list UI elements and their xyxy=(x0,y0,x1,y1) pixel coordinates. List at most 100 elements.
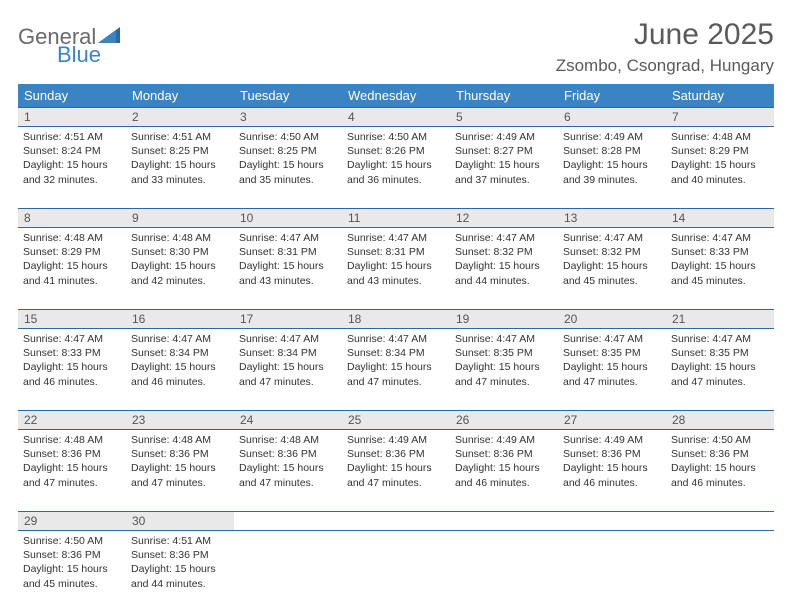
day-cell xyxy=(666,531,774,613)
day-cell: Sunrise: 4:47 AMSunset: 8:31 PMDaylight:… xyxy=(342,228,450,310)
day-cell: Sunrise: 4:47 AMSunset: 8:35 PMDaylight:… xyxy=(666,329,774,411)
sunset-line: Sunset: 8:36 PM xyxy=(347,447,445,461)
weekday-header: Friday xyxy=(558,84,666,108)
sunrise-line: Sunrise: 4:49 AM xyxy=(455,433,553,447)
daylight-line: Daylight: 15 hours and 47 minutes. xyxy=(347,461,445,489)
day-number-cell: 11 xyxy=(342,209,450,228)
sunset-line: Sunset: 8:36 PM xyxy=(671,447,769,461)
weekday-header: Wednesday xyxy=(342,84,450,108)
day-cell: Sunrise: 4:47 AMSunset: 8:34 PMDaylight:… xyxy=(126,329,234,411)
sunset-line: Sunset: 8:29 PM xyxy=(671,144,769,158)
day-number-cell: 22 xyxy=(18,411,126,430)
day-number-cell: 14 xyxy=(666,209,774,228)
day-cell: Sunrise: 4:47 AMSunset: 8:34 PMDaylight:… xyxy=(342,329,450,411)
sunset-line: Sunset: 8:33 PM xyxy=(671,245,769,259)
sunrise-line: Sunrise: 4:49 AM xyxy=(347,433,445,447)
daylight-line: Daylight: 15 hours and 44 minutes. xyxy=(455,259,553,287)
sunrise-line: Sunrise: 4:47 AM xyxy=(671,231,769,245)
week-row: Sunrise: 4:48 AMSunset: 8:36 PMDaylight:… xyxy=(18,430,774,512)
weekday-header: Monday xyxy=(126,84,234,108)
sunrise-line: Sunrise: 4:47 AM xyxy=(347,231,445,245)
daylight-line: Daylight: 15 hours and 46 minutes. xyxy=(23,360,121,388)
day-cell: Sunrise: 4:47 AMSunset: 8:31 PMDaylight:… xyxy=(234,228,342,310)
day-cell: Sunrise: 4:48 AMSunset: 8:36 PMDaylight:… xyxy=(234,430,342,512)
daylight-line: Daylight: 15 hours and 40 minutes. xyxy=(671,158,769,186)
daylight-line: Daylight: 15 hours and 47 minutes. xyxy=(23,461,121,489)
day-number-cell: 30 xyxy=(126,512,234,531)
day-number-cell: 6 xyxy=(558,108,666,127)
day-number-cell: 26 xyxy=(450,411,558,430)
sunset-line: Sunset: 8:35 PM xyxy=(455,346,553,360)
week-row: Sunrise: 4:48 AMSunset: 8:29 PMDaylight:… xyxy=(18,228,774,310)
sunrise-line: Sunrise: 4:51 AM xyxy=(23,130,121,144)
day-number-cell: 12 xyxy=(450,209,558,228)
daylight-line: Daylight: 15 hours and 43 minutes. xyxy=(347,259,445,287)
sunrise-line: Sunrise: 4:48 AM xyxy=(671,130,769,144)
day-number-cell: 7 xyxy=(666,108,774,127)
sunrise-line: Sunrise: 4:47 AM xyxy=(455,332,553,346)
weekday-header: Thursday xyxy=(450,84,558,108)
sunset-line: Sunset: 8:29 PM xyxy=(23,245,121,259)
sunrise-line: Sunrise: 4:48 AM xyxy=(131,231,229,245)
day-cell xyxy=(342,531,450,613)
sunrise-line: Sunrise: 4:47 AM xyxy=(23,332,121,346)
day-number-cell: 16 xyxy=(126,310,234,329)
day-number-cell xyxy=(558,512,666,531)
daylight-line: Daylight: 15 hours and 39 minutes. xyxy=(563,158,661,186)
sunrise-line: Sunrise: 4:47 AM xyxy=(455,231,553,245)
day-number-cell: 9 xyxy=(126,209,234,228)
daylight-line: Daylight: 15 hours and 46 minutes. xyxy=(563,461,661,489)
day-number-cell: 13 xyxy=(558,209,666,228)
day-cell: Sunrise: 4:49 AMSunset: 8:36 PMDaylight:… xyxy=(558,430,666,512)
weekday-header-row: Sunday Monday Tuesday Wednesday Thursday… xyxy=(18,84,774,108)
daylight-line: Daylight: 15 hours and 41 minutes. xyxy=(23,259,121,287)
daylight-line: Daylight: 15 hours and 43 minutes. xyxy=(239,259,337,287)
sunrise-line: Sunrise: 4:47 AM xyxy=(131,332,229,346)
sunset-line: Sunset: 8:36 PM xyxy=(563,447,661,461)
day-number-cell: 8 xyxy=(18,209,126,228)
day-cell: Sunrise: 4:48 AMSunset: 8:30 PMDaylight:… xyxy=(126,228,234,310)
daylight-line: Daylight: 15 hours and 32 minutes. xyxy=(23,158,121,186)
day-number-cell: 24 xyxy=(234,411,342,430)
sunrise-line: Sunrise: 4:49 AM xyxy=(563,433,661,447)
week-row: Sunrise: 4:51 AMSunset: 8:24 PMDaylight:… xyxy=(18,127,774,209)
daylight-line: Daylight: 15 hours and 42 minutes. xyxy=(131,259,229,287)
daylight-line: Daylight: 15 hours and 47 minutes. xyxy=(239,461,337,489)
sunrise-line: Sunrise: 4:48 AM xyxy=(131,433,229,447)
day-cell: Sunrise: 4:51 AMSunset: 8:25 PMDaylight:… xyxy=(126,127,234,209)
day-cell: Sunrise: 4:49 AMSunset: 8:36 PMDaylight:… xyxy=(450,430,558,512)
sunrise-line: Sunrise: 4:51 AM xyxy=(131,130,229,144)
day-cell: Sunrise: 4:47 AMSunset: 8:33 PMDaylight:… xyxy=(18,329,126,411)
header: General Blue June 2025 Zsombo, Csongrad,… xyxy=(18,18,774,76)
daynum-row: 891011121314 xyxy=(18,209,774,228)
day-cell: Sunrise: 4:47 AMSunset: 8:34 PMDaylight:… xyxy=(234,329,342,411)
sunrise-line: Sunrise: 4:49 AM xyxy=(563,130,661,144)
daylight-line: Daylight: 15 hours and 47 minutes. xyxy=(563,360,661,388)
day-cell: Sunrise: 4:47 AMSunset: 8:32 PMDaylight:… xyxy=(558,228,666,310)
week-row: Sunrise: 4:47 AMSunset: 8:33 PMDaylight:… xyxy=(18,329,774,411)
daynum-row: 15161718192021 xyxy=(18,310,774,329)
daylight-line: Daylight: 15 hours and 44 minutes. xyxy=(131,562,229,590)
sunrise-line: Sunrise: 4:50 AM xyxy=(23,534,121,548)
sunset-line: Sunset: 8:31 PM xyxy=(239,245,337,259)
day-number-cell: 4 xyxy=(342,108,450,127)
sunset-line: Sunset: 8:32 PM xyxy=(563,245,661,259)
sunset-line: Sunset: 8:36 PM xyxy=(239,447,337,461)
day-cell: Sunrise: 4:48 AMSunset: 8:36 PMDaylight:… xyxy=(126,430,234,512)
sunrise-line: Sunrise: 4:47 AM xyxy=(239,332,337,346)
daylight-line: Daylight: 15 hours and 47 minutes. xyxy=(239,360,337,388)
day-number-cell: 21 xyxy=(666,310,774,329)
sunrise-line: Sunrise: 4:51 AM xyxy=(131,534,229,548)
day-cell: Sunrise: 4:47 AMSunset: 8:35 PMDaylight:… xyxy=(558,329,666,411)
day-cell: Sunrise: 4:48 AMSunset: 8:29 PMDaylight:… xyxy=(666,127,774,209)
day-number-cell: 20 xyxy=(558,310,666,329)
sunrise-line: Sunrise: 4:48 AM xyxy=(239,433,337,447)
logo-triangle-icon xyxy=(98,25,124,50)
sunset-line: Sunset: 8:32 PM xyxy=(455,245,553,259)
sunrise-line: Sunrise: 4:48 AM xyxy=(23,231,121,245)
day-number-cell: 25 xyxy=(342,411,450,430)
day-number-cell: 1 xyxy=(18,108,126,127)
sunset-line: Sunset: 8:36 PM xyxy=(23,447,121,461)
day-number-cell: 2 xyxy=(126,108,234,127)
day-number-cell xyxy=(234,512,342,531)
